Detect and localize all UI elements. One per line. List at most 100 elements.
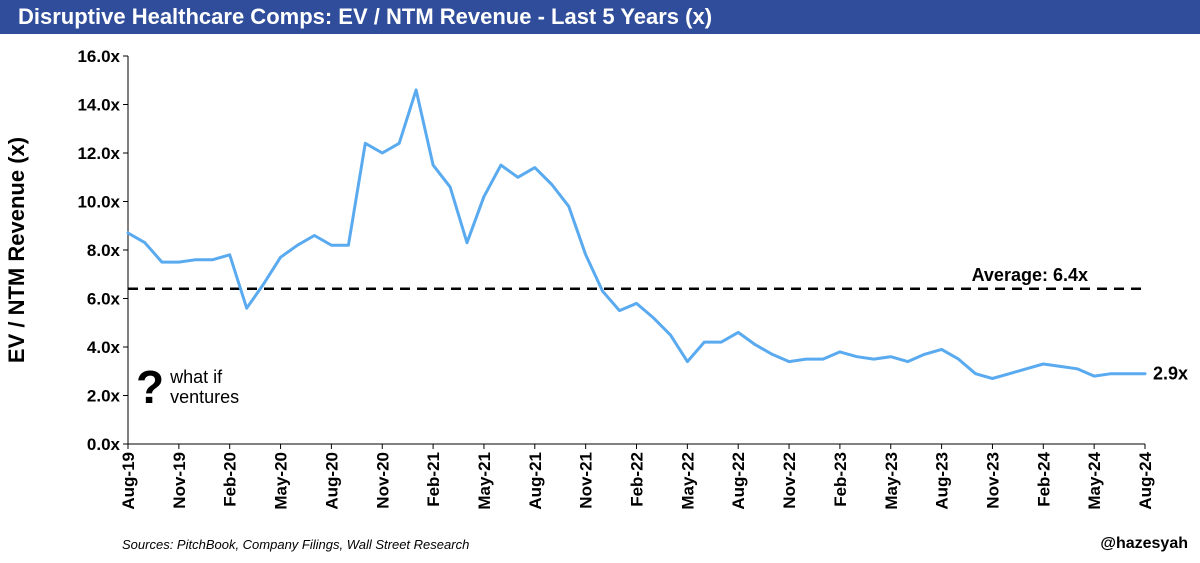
data-point	[753, 343, 757, 346]
data-point	[228, 253, 231, 257]
data-point	[279, 256, 282, 259]
data-point	[669, 333, 672, 337]
data-point	[160, 260, 164, 264]
data-point	[720, 340, 723, 344]
data-point	[499, 163, 503, 167]
data-point	[838, 350, 842, 354]
x-tick-label: Nov-23	[983, 452, 1002, 509]
x-tick-label: Aug-22	[729, 452, 748, 510]
y-tick-label: 0.0x	[87, 435, 121, 454]
data-point	[533, 166, 536, 169]
data-point	[906, 360, 909, 363]
x-tick-label: Aug-24	[1136, 451, 1155, 509]
y-axis-title: EV / NTM Revenue (x)	[4, 137, 29, 363]
data-point	[143, 241, 147, 244]
y-tick-label: 14.0x	[77, 96, 120, 115]
data-point	[737, 331, 740, 334]
question-mark-icon: ?	[136, 361, 165, 413]
logo-text: what if ventures	[170, 367, 239, 407]
data-point	[1025, 367, 1028, 371]
data-point	[347, 243, 350, 247]
data-point	[923, 353, 926, 356]
x-tick-label: Nov-22	[780, 452, 799, 509]
x-tick-label: Feb-22	[628, 452, 647, 507]
data-point	[1143, 372, 1147, 375]
data-point	[1042, 362, 1045, 366]
data-point	[618, 309, 621, 312]
data-point	[770, 353, 774, 356]
data-point	[821, 357, 825, 361]
series-line	[126, 88, 1147, 380]
data-point	[652, 316, 655, 320]
x-tick-label: May-22	[678, 452, 697, 510]
data-point	[889, 355, 892, 358]
logo-line-1: what if	[170, 367, 223, 387]
data-point	[398, 142, 401, 145]
x-tick-label: Aug-20	[322, 452, 341, 510]
data-point	[991, 377, 994, 380]
logo-line-2: ventures	[170, 387, 240, 407]
source-note: Sources: PitchBook, Company Filings, Wal…	[122, 537, 470, 552]
data-point	[1059, 365, 1062, 368]
data-point	[703, 340, 706, 344]
data-point	[957, 357, 960, 361]
y-tick-label: 10.0x	[77, 193, 120, 212]
data-point	[330, 243, 333, 247]
data-point	[431, 163, 435, 167]
data-point	[211, 258, 214, 261]
x-tick-label: Aug-23	[933, 452, 952, 510]
x-tick-label: Feb-24	[1034, 451, 1053, 506]
data-point	[313, 234, 316, 237]
x-tick-label: Feb-23	[831, 452, 850, 507]
data-point	[1092, 374, 1096, 378]
data-point	[516, 176, 520, 179]
x-tick-label: Aug-21	[526, 452, 545, 510]
data-point	[245, 307, 248, 310]
data-point	[465, 241, 469, 244]
data-point	[686, 360, 689, 363]
data-point	[1109, 372, 1113, 375]
data-point	[872, 357, 875, 361]
data-point	[601, 290, 604, 293]
x-tick-label: May-20	[272, 452, 291, 510]
x-tick-label: May-24	[1085, 451, 1104, 509]
x-tick-label: May-21	[475, 452, 494, 510]
x-tick-label: May-23	[882, 452, 901, 510]
y-tick-label: 2.0x	[87, 387, 121, 406]
data-point	[126, 231, 130, 235]
data-point	[262, 282, 265, 286]
data-point	[364, 142, 367, 145]
data-point	[974, 372, 977, 375]
last-value-label: 2.9x	[1153, 364, 1188, 384]
y-tick-label: 6.0x	[87, 290, 121, 309]
y-tick-label: 12.0x	[77, 144, 120, 163]
author-handle: @hazesyah	[1100, 535, 1188, 552]
data-point	[1126, 372, 1130, 375]
data-point	[550, 183, 553, 186]
data-point	[194, 258, 197, 261]
chart: 0.0x 2.0x 4.0x 6.0x 8.0x 10.0x 12.0x 14.0x 16.0x…	[4, 47, 1188, 510]
data-point	[635, 302, 638, 305]
data-point	[567, 205, 570, 208]
average-label: Average: 6.4x	[972, 265, 1088, 285]
x-tick-label: Nov-19	[170, 452, 189, 509]
data-point	[482, 195, 486, 198]
x-tick-label: Aug-19	[119, 452, 138, 510]
data-point	[804, 357, 808, 361]
data-point	[940, 348, 943, 351]
data-point	[787, 360, 791, 363]
x-tick-label: Feb-21	[424, 452, 443, 507]
x-tick-label: Nov-20	[373, 452, 392, 509]
chart-title: Disruptive Healthcare Comps: EV / NTM Re…	[0, 0, 1200, 34]
data-point	[177, 260, 181, 264]
data-point	[414, 88, 418, 92]
data-point	[296, 243, 299, 247]
data-point	[381, 151, 384, 155]
y-tick-label: 4.0x	[87, 338, 121, 357]
data-point	[1008, 372, 1011, 375]
logo: ? what if ventures	[136, 364, 239, 410]
data-point	[584, 253, 587, 257]
data-point	[448, 185, 452, 189]
x-tick-label: Nov-21	[577, 452, 596, 509]
y-tick-label: 8.0x	[87, 241, 121, 260]
